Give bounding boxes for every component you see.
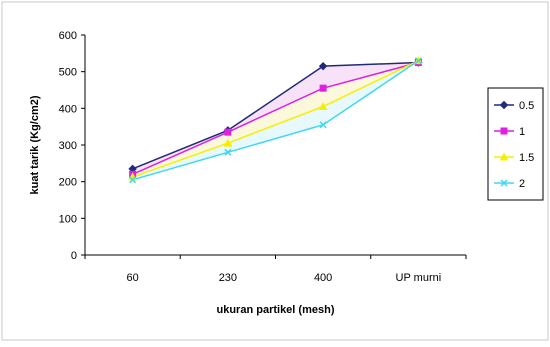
y-tick-label: 100 [59,213,77,225]
data-point-s1-2 [319,84,327,92]
y-tick-label: 600 [59,30,77,42]
y-axis-title: kuat tarik (Kg/cm2) [29,95,41,194]
band-fill-1 [132,60,419,177]
data-point-s2-1 [223,138,233,147]
x-tick-label: UP murni [396,272,442,284]
legend-label-1: 1 [519,126,525,138]
legend-label-3: 2 [519,178,525,190]
series-line-0 [132,61,419,170]
data-point-s3-0 [129,176,137,184]
x-axis-title: ukuran partikel (mesh) [217,304,335,316]
data-point-s3-2 [319,121,327,129]
series-line-2 [132,59,419,178]
data-point-s3-1 [224,148,232,156]
x-tick-label: 400 [314,272,332,284]
y-tick-label: 200 [59,177,77,189]
legend-marker-0 [499,100,509,110]
x-tick-label: 230 [219,272,237,284]
data-point-s3-1-stroke-b [224,148,232,156]
series-line-1 [132,61,419,176]
legend-marker-3-stroke-b [500,179,508,187]
data-point-s3-2-stroke-b [319,121,327,129]
y-tick-label: 300 [59,140,77,152]
band-fill-2 [132,60,419,180]
legend-box [487,87,544,201]
y-tick-label: 0 [71,250,77,262]
data-point-s3-3 [414,57,422,65]
chart-border [1,1,549,341]
data-point-s3-0-stroke-b [129,176,137,184]
legend-marker-2 [499,152,509,161]
y-tick-label: 400 [59,103,77,115]
series-line-3 [132,60,419,181]
y-tick-label: 500 [59,67,77,79]
data-point-s3-3-stroke-b [414,57,422,65]
legend-marker-3 [500,179,508,187]
data-point-s2-2 [318,101,328,110]
legend-label-2: 1.5 [519,152,534,164]
data-point-s0-2 [318,61,328,71]
data-point-s1-1 [224,128,232,136]
legend-marker-1 [500,127,508,135]
x-tick-label: 60 [127,272,139,284]
legend-label-0: 0.5 [519,100,534,112]
